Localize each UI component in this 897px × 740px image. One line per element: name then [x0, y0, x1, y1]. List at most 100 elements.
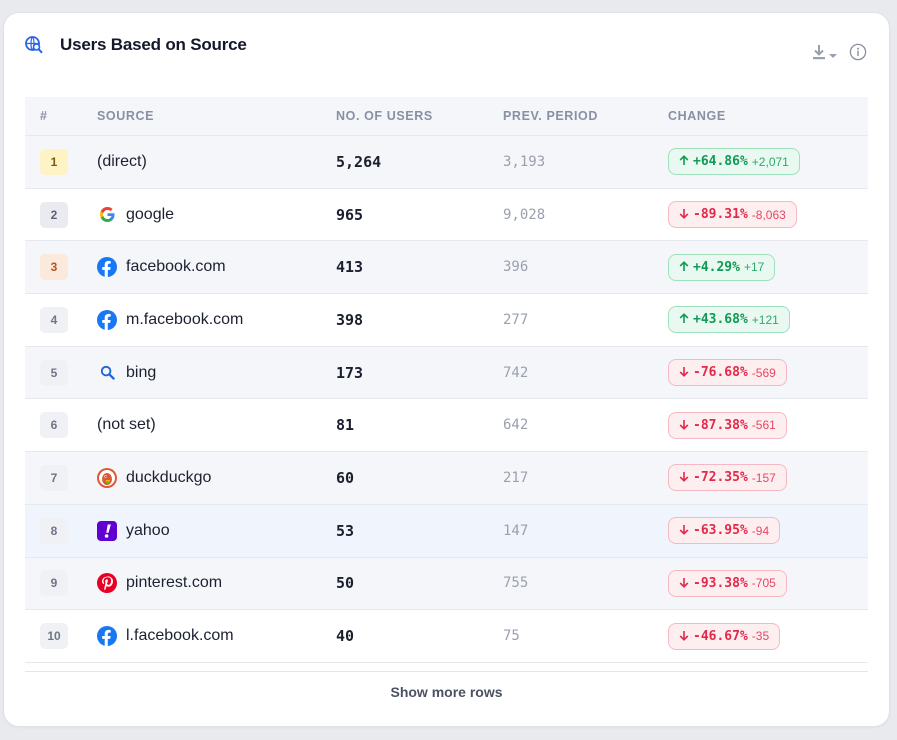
header-users[interactable]: NO. OF USERS — [336, 109, 433, 123]
change-cell: +64.86% +2,071 — [668, 148, 868, 176]
table-row[interactable]: 5 bing 173 742 -76.68% -569 — [25, 346, 868, 400]
arrow-up-icon — [679, 312, 689, 327]
users-value: 40 — [336, 627, 355, 646]
header-source[interactable]: SOURCE — [97, 109, 155, 123]
source-label[interactable]: pinterest.com — [126, 574, 223, 592]
rank-cell: 4 — [25, 306, 97, 333]
source-label[interactable]: m.facebook.com — [126, 310, 244, 328]
change-absolute: -705 — [751, 576, 776, 591]
source-label[interactable]: google — [126, 205, 175, 223]
arrow-up-icon — [679, 154, 689, 169]
duckduckgo-icon — [97, 467, 117, 488]
rank-cell: 3 — [25, 254, 97, 281]
change-percent: +64.86% — [693, 154, 748, 170]
table-row[interactable]: 7 duckduckgo 60 217 -72.35% -157 — [25, 452, 868, 505]
change-badge: -46.67% -35 — [668, 622, 781, 650]
arrow-down-icon — [679, 207, 689, 222]
table-header: # SOURCE NO. OF USERS PREV. PERIOD CHANG… — [25, 97, 868, 136]
change-percent: -76.68% — [693, 365, 748, 381]
users-value: 53 — [336, 521, 355, 540]
users-value: 5,264 — [336, 152, 382, 171]
arrow-down-icon — [679, 523, 689, 538]
prev-period-value: 742 — [503, 364, 529, 381]
bing-search-icon — [97, 363, 117, 383]
prev-period-value: 147 — [503, 522, 529, 539]
change-absolute: +17 — [743, 260, 765, 275]
prev-period-value: 3,193 — [503, 153, 546, 170]
change-badge: +64.86% +2,071 — [668, 148, 800, 176]
prev-period-value: 755 — [503, 575, 529, 592]
source-label[interactable]: facebook.com — [126, 258, 226, 276]
rank-cell: 2 — [25, 201, 97, 228]
change-badge: -89.31% -8,063 — [668, 201, 797, 229]
source-cell: bing — [97, 363, 336, 383]
change-absolute: +2,071 — [751, 154, 789, 169]
change-absolute: +121 — [751, 312, 779, 327]
change-percent: -63.95% — [693, 523, 748, 539]
download-button[interactable] — [812, 44, 837, 65]
table-row[interactable]: 3 facebook.com 413 396 +4.29% +17 — [25, 241, 868, 295]
change-percent: +4.29% — [693, 259, 740, 275]
rank-badge: 3 — [40, 254, 68, 281]
header-change[interactable]: CHANGE — [668, 109, 726, 123]
pinterest-icon — [97, 573, 117, 594]
table-row[interactable]: 6 (not set) 81 642 -87.38% -561 — [25, 399, 868, 453]
change-absolute: -35 — [751, 629, 770, 644]
facebook-icon — [97, 626, 117, 647]
change-percent: -46.67% — [693, 628, 748, 644]
users-by-source-card: Users Based on Source — [3, 12, 890, 727]
change-badge: -63.95% -94 — [668, 517, 781, 545]
header-prev-period[interactable]: PREV. PERIOD — [503, 109, 598, 123]
google-icon — [97, 205, 117, 225]
table-row[interactable]: 9 pinterest.com 50 755 -93.38% -705 — [25, 557, 868, 611]
header-rank[interactable]: # — [40, 109, 48, 123]
source-label[interactable]: l.facebook.com — [126, 627, 234, 645]
table-footer: Show more rows — [25, 671, 868, 711]
info-button[interactable] — [849, 43, 867, 66]
source-cell: pinterest.com — [97, 573, 336, 594]
users-value: 60 — [336, 468, 355, 487]
source-label[interactable]: bing — [126, 363, 157, 381]
change-badge: +4.29% +17 — [668, 253, 776, 281]
change-badge: -93.38% -705 — [668, 569, 787, 597]
change-cell: -89.31% -8,063 — [668, 201, 868, 229]
rank-badge: 5 — [40, 359, 68, 386]
change-percent: +43.68% — [693, 312, 748, 328]
source-label[interactable]: (direct) — [97, 152, 147, 170]
change-percent: -87.38% — [693, 417, 748, 433]
yahoo-icon — [97, 520, 117, 541]
search-globe-icon — [24, 35, 44, 55]
change-absolute: -157 — [751, 470, 776, 485]
prev-period-value: 9,028 — [503, 206, 546, 223]
change-absolute: -561 — [751, 418, 776, 433]
change-cell: -46.67% -35 — [668, 622, 868, 650]
table-row[interactable]: 8 yahoo 53 147 -63.95% -94 — [25, 504, 868, 558]
table-row[interactable]: 10 l.facebook.com 40 75 -46.67% -35 — [25, 610, 868, 663]
source-label[interactable]: duckduckgo — [126, 468, 212, 486]
facebook-icon — [97, 257, 117, 278]
info-icon — [849, 43, 867, 66]
card-title: Users Based on Source — [60, 35, 247, 54]
change-badge: +43.68% +121 — [668, 306, 790, 334]
users-value: 50 — [336, 574, 355, 593]
source-cell: m.facebook.com — [97, 309, 336, 330]
change-badge: -87.38% -561 — [668, 411, 787, 439]
change-cell: +43.68% +121 — [668, 306, 868, 334]
source-label[interactable]: yahoo — [126, 521, 170, 539]
rank-badge: 8 — [40, 517, 68, 544]
table-row[interactable]: 4 m.facebook.com 398 277 +43.68% +121 — [25, 294, 868, 347]
arrow-down-icon — [679, 629, 689, 644]
show-more-rows-button[interactable]: Show more rows — [390, 683, 503, 700]
users-value: 173 — [336, 363, 364, 382]
change-absolute: -569 — [751, 365, 776, 380]
users-value: 965 — [336, 205, 364, 224]
table-row[interactable]: 2 google 965 9,028 -89.31% -8,063 — [25, 188, 868, 242]
source-label[interactable]: (not set) — [97, 416, 156, 434]
rank-badge: 10 — [40, 623, 68, 650]
chevron-down-icon — [829, 46, 837, 64]
change-cell: -72.35% -157 — [668, 464, 868, 492]
rank-cell: 9 — [25, 570, 97, 597]
table-row[interactable]: 1 (direct) 5,264 3,193 +64.86% +2,071 — [25, 136, 868, 189]
source-cell: l.facebook.com — [97, 626, 336, 647]
source-cell: duckduckgo — [97, 467, 336, 488]
